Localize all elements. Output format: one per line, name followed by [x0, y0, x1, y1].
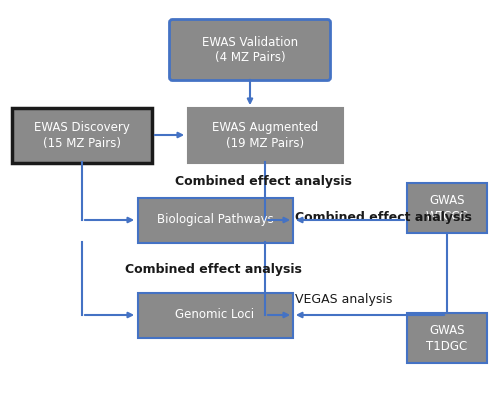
FancyBboxPatch shape: [188, 107, 342, 162]
Text: EWAS Augmented
(19 MZ Pairs): EWAS Augmented (19 MZ Pairs): [212, 121, 318, 150]
Text: Combined effect analysis: Combined effect analysis: [125, 263, 302, 277]
Text: Combined effect analysis: Combined effect analysis: [295, 211, 472, 224]
FancyBboxPatch shape: [138, 197, 292, 242]
FancyBboxPatch shape: [138, 293, 292, 338]
Text: Genomic Loci: Genomic Loci: [176, 308, 254, 322]
FancyBboxPatch shape: [12, 107, 152, 162]
Text: Biological Pathways: Biological Pathways: [156, 213, 274, 226]
Text: GWAS
T1DGC: GWAS T1DGC: [426, 324, 468, 353]
Text: VEGAS analysis: VEGAS analysis: [295, 293, 392, 306]
Text: Combined effect analysis: Combined effect analysis: [175, 176, 352, 189]
Text: GWAS
WTCCC: GWAS WTCCC: [426, 193, 469, 222]
Text: EWAS Discovery
(15 MZ Pairs): EWAS Discovery (15 MZ Pairs): [34, 121, 130, 150]
FancyBboxPatch shape: [407, 183, 487, 233]
Text: EWAS Validation
(4 MZ Pairs): EWAS Validation (4 MZ Pairs): [202, 35, 298, 64]
FancyBboxPatch shape: [407, 313, 487, 363]
FancyBboxPatch shape: [170, 20, 330, 80]
